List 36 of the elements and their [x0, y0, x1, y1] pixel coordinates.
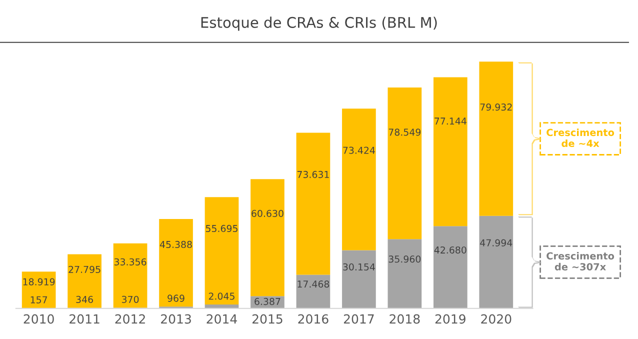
chart-title: Estoque de CRAs & CRIs (BRL M)	[201, 16, 437, 31]
data-label: 77.144	[434, 118, 466, 125]
x-tick-label: 2019	[435, 314, 466, 324]
data-label: 17.468	[298, 280, 330, 288]
data-label: 60.630	[252, 210, 284, 218]
data-label: 2.045	[208, 292, 234, 300]
text: Crescimento de ~4x	[546, 128, 614, 148]
data-label: 45.388	[160, 240, 192, 248]
x-tick-label: 2012	[115, 314, 145, 324]
x-tick-label: 2011	[70, 314, 100, 324]
x-tick-label: 2018	[390, 314, 420, 324]
x-tick-label: 2017	[344, 314, 374, 324]
data-label: 27.795	[68, 266, 100, 274]
data-label: 79.932	[480, 104, 512, 111]
x-tick-label: 2013	[161, 314, 191, 324]
data-label: 47.994	[480, 239, 512, 246]
data-label: 18.919	[23, 278, 55, 286]
text: Crescimento de ~307x	[546, 252, 614, 270]
data-label: 55.695	[206, 224, 238, 232]
data-label: 42.680	[434, 246, 466, 254]
data-label: 346	[76, 296, 93, 304]
data-label: 73.424	[343, 146, 375, 154]
x-tick-label: 2016	[298, 314, 328, 324]
data-label: 6.387	[254, 298, 280, 306]
data-label: 78.549	[388, 128, 421, 136]
data-label: 73.631	[297, 170, 329, 178]
data-label: 33.356	[114, 258, 146, 266]
x-tick-label: 2014	[206, 314, 237, 324]
data-label: 35.960	[388, 256, 421, 263]
data-label: 157	[30, 296, 48, 304]
x-tick-label: 2010	[24, 314, 54, 324]
x-tick-label: 2015	[252, 314, 282, 324]
data-label: 370	[122, 296, 139, 303]
x-tick-label: 2020	[481, 314, 512, 324]
data-label: 30.154	[343, 263, 375, 270]
data-label: 969	[168, 294, 184, 302]
